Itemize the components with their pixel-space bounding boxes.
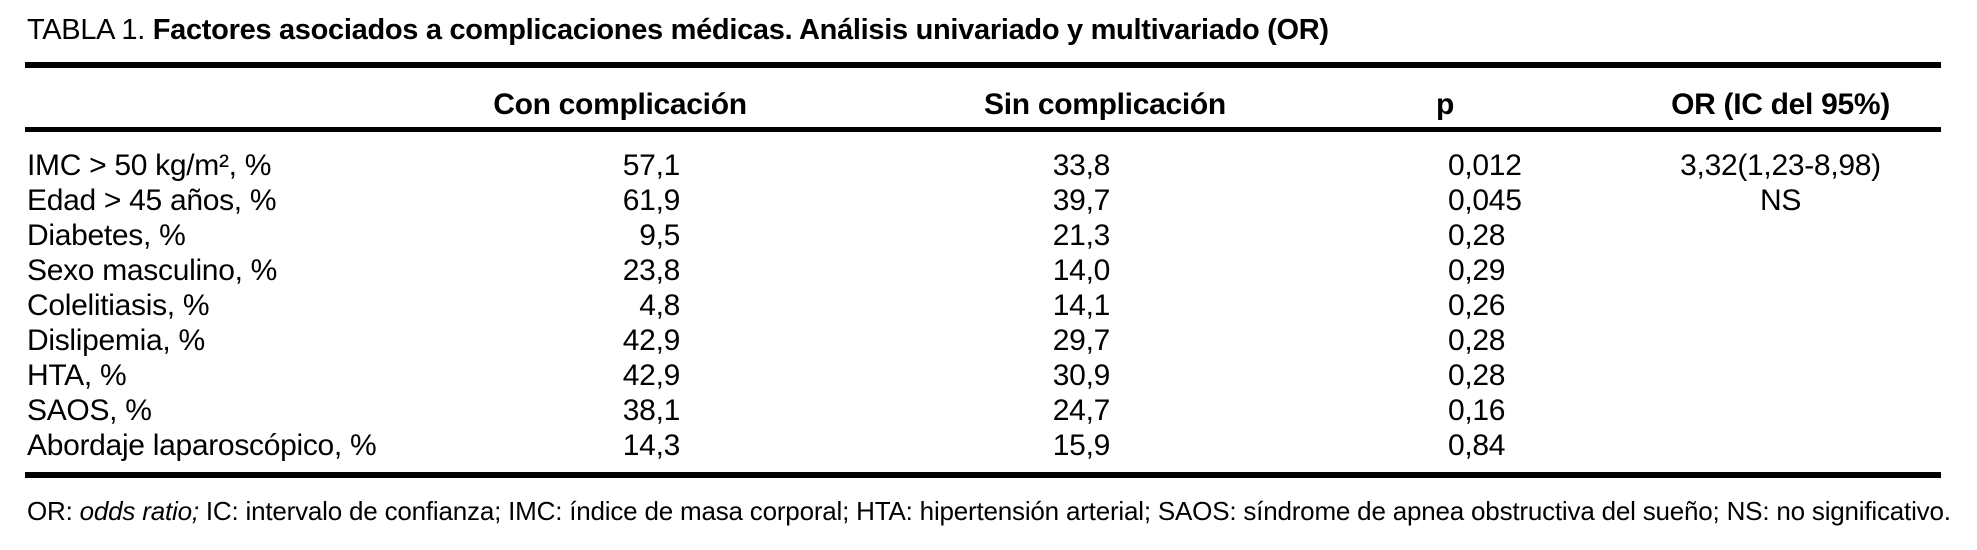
- top-rule: [25, 62, 1941, 68]
- p-value: 0,28: [1448, 219, 1506, 252]
- row-label: Edad > 45 años, %: [27, 184, 277, 217]
- p-value: 0,045: [1448, 184, 1522, 217]
- or-value: [1560, 428, 1941, 463]
- col-header-con-complicacion: Con complicación: [493, 88, 747, 121]
- table-row: IMC > 50 kg/m², % 57,1 33,8 0,012 3,32(1…: [25, 148, 1941, 183]
- table-header-row: Con complicación Sin complicación p OR (…: [25, 88, 1941, 122]
- header-rule: [25, 127, 1941, 132]
- table-row: Dislipemia, % 42,9 29,7 0,28: [25, 323, 1941, 358]
- row-label: Abordaje laparoscópico, %: [27, 429, 377, 462]
- p-value: 0,012: [1448, 149, 1522, 182]
- sin-value: 29,7: [1052, 324, 1111, 357]
- sin-value: 33,8: [1052, 149, 1111, 182]
- or-value: [1560, 218, 1941, 253]
- footnote-abbreviations: IC: intervalo de confianza; IMC: índice …: [198, 496, 1951, 526]
- table-row: Sexo masculino, % 23,8 14,0 0,29: [25, 253, 1941, 288]
- table-row: Colelitiasis, % 4,8 14,1 0,26: [25, 288, 1941, 323]
- sin-value: 14,1: [1052, 289, 1111, 322]
- row-label: IMC > 50 kg/m², %: [27, 149, 272, 182]
- con-value: 57,1: [622, 149, 681, 182]
- or-value: [1560, 253, 1941, 288]
- col-header-factor: [25, 88, 420, 122]
- con-value: 14,3: [622, 429, 681, 462]
- or-value: 3,32(1,23-8,98): [1680, 149, 1881, 182]
- row-label: Dislipemia, %: [27, 324, 205, 357]
- table-row: Abordaje laparoscópico, % 14,3 15,9 0,84: [25, 428, 1941, 463]
- con-value: 42,9: [622, 324, 681, 357]
- sin-value: 39,7: [1052, 184, 1111, 217]
- col-header-sin-complicacion: Sin complicación: [984, 88, 1226, 121]
- p-value: 0,26: [1448, 289, 1506, 322]
- sin-value: 24,7: [1052, 394, 1111, 427]
- row-label: Sexo masculino, %: [27, 254, 278, 287]
- table-row: HTA, % 42,9 30,9 0,28: [25, 358, 1941, 393]
- or-value: [1560, 393, 1941, 428]
- con-value: 42,9: [622, 359, 681, 392]
- table-caption: Factores asociados a complicaciones médi…: [152, 14, 1329, 46]
- table-number: TABLA 1.: [27, 14, 145, 46]
- row-label: SAOS, %: [27, 394, 152, 427]
- sin-value: 30,9: [1052, 359, 1111, 392]
- row-label: Diabetes, %: [27, 219, 186, 252]
- p-value: 0,28: [1448, 359, 1506, 392]
- col-header-p: p: [1435, 88, 1455, 121]
- table-row: SAOS, % 38,1 24,7 0,16: [25, 393, 1941, 428]
- con-value: 61,9: [622, 184, 681, 217]
- bottom-rule: [25, 472, 1941, 478]
- p-value: 0,29: [1448, 254, 1506, 287]
- row-label: HTA, %: [27, 359, 127, 392]
- table-footnote: OR: odds ratio; IC: intervalo de confian…: [27, 496, 1951, 527]
- p-value: 0,28: [1448, 324, 1506, 357]
- footnote-italic-term: odds ratio;: [79, 496, 199, 526]
- con-value: 38,1: [622, 394, 681, 427]
- row-label: Colelitiasis, %: [27, 289, 210, 322]
- footnote-prefix: OR:: [27, 496, 80, 526]
- or-value: [1560, 288, 1941, 323]
- or-value: [1560, 323, 1941, 358]
- con-value: 4,8: [639, 289, 680, 322]
- p-value: 0,84: [1448, 429, 1506, 462]
- sin-value: 15,9: [1052, 429, 1111, 462]
- con-value: 23,8: [622, 254, 681, 287]
- or-value: NS: [1759, 184, 1802, 217]
- table-body: IMC > 50 kg/m², % 57,1 33,8 0,012 3,32(1…: [25, 148, 1941, 463]
- col-header-or-ic: OR (IC del 95%): [1671, 88, 1890, 121]
- sin-value: 14,0: [1052, 254, 1111, 287]
- con-value: 9,5: [639, 219, 680, 252]
- table-row: Diabetes, % 9,5 21,3 0,28: [25, 218, 1941, 253]
- sin-value: 21,3: [1052, 219, 1111, 252]
- table-title: TABLA 1. Factores asociados a complicaci…: [27, 14, 1329, 47]
- table-row: Edad > 45 años, % 61,9 39,7 0,045 NS: [25, 183, 1941, 218]
- p-value: 0,16: [1448, 394, 1506, 427]
- or-value: [1560, 358, 1941, 393]
